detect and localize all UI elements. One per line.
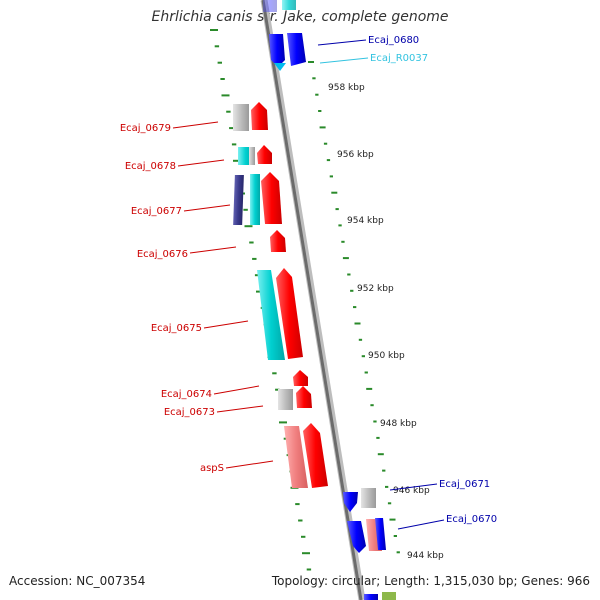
feature-ecaj-0675 — [257, 268, 303, 360]
scale-label-948: 948 kbp — [380, 419, 417, 429]
scale-labels: 958 kbp 956 kbp 954 kbp 952 kbp 950 kbp … — [328, 83, 444, 561]
label-leaders — [172, 39, 445, 530]
feature-ecaj-0676 — [270, 230, 286, 252]
feature-ecaj-0671 — [343, 488, 376, 512]
map-title: Ehrlichia canis str. Jake, complete geno… — [151, 9, 449, 25]
feature-top-partial — [263, 0, 296, 12]
gene-label-ecaj-r0037: Ecaj_R0037 — [370, 53, 428, 64]
genome-summary-text: Topology: circular; Length: 1,315,030 bp… — [271, 574, 590, 588]
feature-ecaj-0677 — [233, 172, 282, 225]
scale-label-958: 958 kbp — [328, 83, 365, 93]
gene-label-ecaj-0679: Ecaj_0679 — [120, 123, 171, 134]
feature-bottom-partial — [364, 592, 396, 600]
gene-label-ecaj-0671: Ecaj_0671 — [439, 479, 490, 490]
feature-ecaj-0680 — [269, 33, 306, 71]
gene-label-ecaj-0674: Ecaj_0674 — [161, 389, 212, 400]
gene-label-ecaj-0670: Ecaj_0670 — [446, 514, 497, 525]
feature-ecaj-0673 — [278, 386, 312, 410]
scale-label-954: 954 kbp — [347, 216, 384, 226]
feature-ecaj-0670 — [347, 518, 386, 553]
scale-label-956: 956 kbp — [337, 150, 374, 160]
gene-label-ecaj-0678: Ecaj_0678 — [125, 161, 176, 172]
scale-label-952: 952 kbp — [357, 284, 394, 294]
gene-label-ecaj-0676: Ecaj_0676 — [137, 249, 188, 260]
gene-label-asps: aspS — [200, 463, 224, 474]
gene-label-ecaj-0680: Ecaj_0680 — [368, 35, 419, 46]
feature-ecaj-0678 — [238, 145, 272, 165]
scale-label-944: 944 kbp — [407, 551, 444, 561]
scale-label-946: 946 kbp — [393, 486, 430, 496]
feature-ecaj-0679 — [233, 102, 268, 131]
scale-label-950: 950 kbp — [368, 351, 405, 361]
feature-ecaj-0674 — [293, 370, 308, 386]
feature-asps — [284, 423, 328, 488]
gene-labels: Ecaj_0680 Ecaj_R0037 Ecaj_0679 Ecaj_0678… — [120, 35, 497, 525]
gene-label-ecaj-0673: Ecaj_0673 — [164, 407, 215, 418]
gene-label-ecaj-0675: Ecaj_0675 — [151, 323, 202, 334]
accession-text: Accession: NC_007354 — [9, 574, 146, 588]
gene-label-ecaj-0677: Ecaj_0677 — [131, 206, 182, 217]
